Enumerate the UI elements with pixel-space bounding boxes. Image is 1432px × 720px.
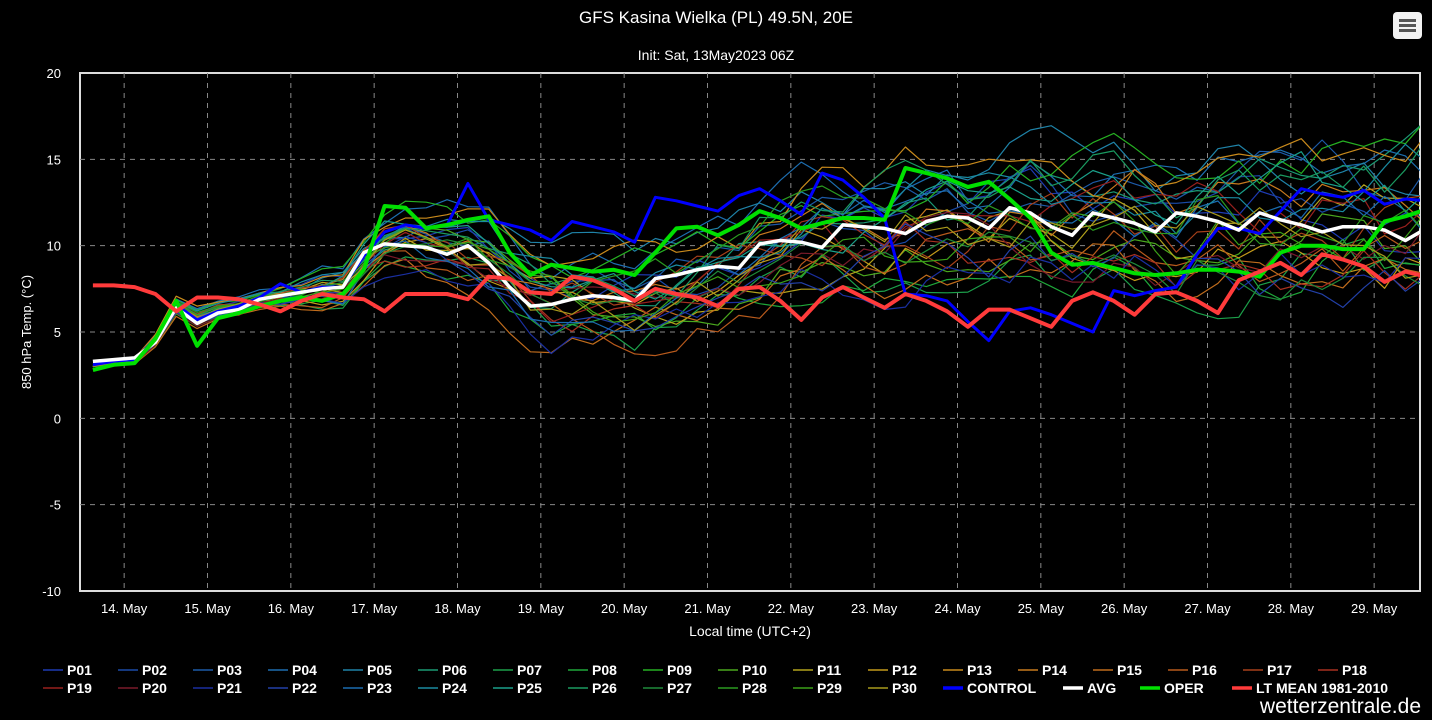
x-axis-label: Local time (UTC+2)	[689, 623, 811, 639]
x-tick-label: 29. May	[1351, 601, 1398, 616]
y-axis-label: 850 hPa Temp. (°C)	[19, 275, 34, 389]
x-tick-label: 14. May	[101, 601, 148, 616]
member-line-p24	[92, 143, 1420, 368]
y-tick-label: 20	[47, 66, 61, 81]
x-tick-label: 25. May	[1018, 601, 1065, 616]
legend-label: P02	[142, 662, 167, 678]
legend-label: P20	[142, 680, 167, 696]
menu-bar	[1399, 29, 1416, 32]
x-tick-label: 19. May	[518, 601, 565, 616]
hamburger-menu-icon[interactable]	[1393, 12, 1422, 39]
legend-label: P25	[517, 680, 542, 696]
x-tick-label: 27. May	[1184, 601, 1231, 616]
series-line-lt	[92, 252, 1420, 329]
x-tick-label: 24. May	[934, 601, 981, 616]
legend-label: P01	[67, 662, 92, 678]
y-tick-label: -10	[42, 584, 61, 599]
x-tick-label: 23. May	[851, 601, 898, 616]
member-line-p20	[92, 211, 1420, 368]
x-tick-label: 20. May	[601, 601, 648, 616]
series-line-avg	[92, 205, 1420, 364]
member-line-p19	[92, 180, 1420, 368]
legend-label: P26	[592, 680, 617, 696]
member-line-p09	[92, 126, 1420, 368]
legend-label: P03	[217, 662, 242, 678]
member-line-p28	[92, 185, 1420, 368]
legend-label: P11	[817, 662, 841, 678]
legend-label: P29	[817, 680, 842, 696]
y-tick-label: 0	[54, 411, 61, 426]
credit-text: wetterzentrale.de	[1259, 695, 1421, 718]
legend-label: P22	[292, 680, 317, 696]
legend-label: AVG	[1087, 680, 1116, 696]
chart-subtitle: Init: Sat, 13May2023 06Z	[638, 47, 795, 63]
x-tick-label: 16. May	[268, 601, 315, 616]
legend-label: P18	[1342, 662, 1367, 678]
legend-label: P24	[442, 680, 467, 696]
menu-bar	[1399, 24, 1416, 27]
plot-area	[92, 125, 1420, 372]
legend-label: P15	[1117, 662, 1142, 678]
legend-label: P30	[892, 680, 917, 696]
x-tick-label: 28. May	[1268, 601, 1315, 616]
x-tick-label: 17. May	[351, 601, 398, 616]
x-tick-label: 22. May	[768, 601, 815, 616]
member-line-p13	[92, 138, 1420, 368]
legend-label: P07	[517, 662, 542, 678]
y-tick-label: 5	[54, 325, 61, 340]
member-line-p21	[92, 252, 1420, 368]
legend-label: LT MEAN 1981-2010	[1256, 680, 1388, 696]
legend-label: P28	[742, 680, 767, 696]
chart-title: GFS Kasina Wielka (PL) 49.5N, 20E	[579, 8, 853, 27]
legend-label: P05	[367, 662, 392, 678]
legend-label: P09	[667, 662, 692, 678]
legend-label: P21	[217, 680, 242, 696]
x-tick-label: 15. May	[184, 601, 231, 616]
legend-label: P06	[442, 662, 467, 678]
legend-label: CONTROL	[967, 680, 1037, 696]
legend-label: P27	[667, 680, 692, 696]
legend-label: P10	[742, 662, 767, 678]
legend-label: P16	[1192, 662, 1217, 678]
legend-label: P13	[967, 662, 992, 678]
legend-label: P17	[1267, 662, 1292, 678]
member-line-p16	[92, 228, 1420, 368]
legend-label: P23	[367, 680, 392, 696]
x-tick-label: 18. May	[434, 601, 481, 616]
legend-label: P14	[1042, 662, 1067, 678]
legend-label: OPER	[1164, 680, 1204, 696]
x-tick-label: 26. May	[1101, 601, 1148, 616]
member-line-p25	[92, 151, 1420, 368]
legend-label: P12	[892, 662, 917, 678]
y-tick-label: 15	[47, 152, 61, 167]
legend-label: P08	[592, 662, 617, 678]
y-tick-label: 10	[47, 239, 61, 254]
legend-label: P19	[67, 680, 92, 696]
menu-bar	[1399, 19, 1416, 22]
y-tick-label: -5	[49, 498, 61, 513]
x-tick-label: 21. May	[684, 601, 731, 616]
legend-label: P04	[292, 662, 317, 678]
